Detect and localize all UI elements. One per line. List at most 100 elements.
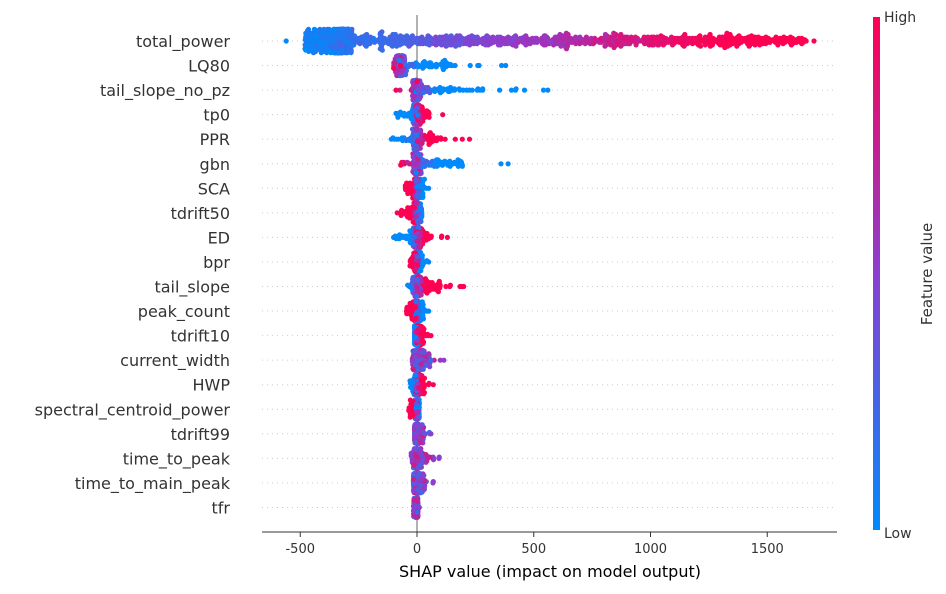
shap-dot (488, 41, 493, 46)
shap-dot (472, 35, 477, 40)
shap-dot (438, 90, 443, 95)
shap-dot (397, 232, 402, 237)
shap-dot (444, 60, 449, 65)
shap-dot (584, 35, 589, 40)
shap-dot (402, 113, 407, 118)
shap-dot (367, 41, 372, 46)
shap-dot (445, 235, 450, 240)
shap-dot (360, 36, 365, 41)
shap-dot (426, 33, 431, 38)
shap-dot (542, 33, 547, 38)
shap-dot (622, 41, 627, 46)
shap-dot (411, 154, 416, 159)
shap-dot (468, 63, 473, 68)
shap-dot (555, 41, 560, 46)
shap-dot (752, 42, 757, 47)
shap-dot (536, 38, 541, 43)
shap-dot (477, 88, 482, 93)
shap-dot (433, 35, 438, 40)
shap-dot (326, 36, 331, 41)
shap-dot (773, 35, 778, 40)
shap-dot (414, 201, 419, 206)
shap-dot (612, 45, 617, 50)
shap-dot (331, 45, 336, 50)
shap-dot (419, 35, 424, 40)
shap-dot (331, 31, 336, 36)
shap-dot (440, 35, 445, 40)
shap-dot (410, 62, 415, 67)
shap-dot (413, 109, 418, 114)
shap-dot (379, 29, 384, 34)
shap-dot (561, 41, 566, 46)
dots (284, 26, 817, 520)
shap-dot (318, 45, 323, 50)
shap-dot (426, 259, 431, 264)
shap-dot (690, 36, 695, 41)
shap-dot (394, 44, 399, 49)
shap-dot (424, 41, 429, 46)
shap-dot (545, 88, 550, 93)
shap-dot (438, 135, 443, 140)
shap-dot (760, 41, 765, 46)
shap-dot (393, 32, 398, 37)
shap-dot (477, 63, 482, 68)
shap-dot (734, 44, 739, 49)
shap-dot (439, 234, 444, 239)
shap-dot (413, 162, 418, 167)
shap-dot (483, 42, 488, 47)
shap-dot (555, 35, 560, 40)
shap-dot (342, 34, 347, 39)
shap-dot (625, 35, 630, 40)
shap-dot (303, 48, 308, 53)
shap-dot (349, 43, 354, 48)
shap-dot (460, 137, 465, 142)
shap-dot (577, 41, 582, 46)
shap-dot (669, 35, 674, 40)
shap-dot (633, 35, 638, 40)
shap-dot (416, 152, 421, 157)
shap-dot (422, 115, 427, 120)
shap-dot (801, 40, 806, 45)
shap-dot (424, 108, 429, 113)
shap-dot (767, 40, 772, 45)
shap-dot (394, 71, 399, 76)
shap-dot (313, 30, 318, 35)
shap-dot (404, 236, 409, 241)
shap-dot (312, 39, 317, 44)
shap-dot (420, 157, 425, 162)
shap-dot (618, 32, 623, 37)
shap-dot (419, 214, 424, 219)
shap-dot (577, 35, 582, 40)
shap-dot (682, 32, 687, 37)
shap-dot (418, 41, 423, 46)
shap-dot (410, 256, 415, 261)
shap-dot (453, 44, 458, 49)
shap-dot (585, 40, 590, 45)
shap-dot (703, 42, 708, 47)
shap-dot (661, 42, 666, 47)
shap-dot (729, 35, 734, 40)
shap-dot (415, 139, 420, 144)
shap-dot (398, 64, 403, 69)
shap-dot (781, 41, 786, 46)
shap-dot (498, 42, 503, 47)
shap-dot (707, 35, 712, 40)
shap-dot (510, 42, 515, 47)
shap-dot (393, 111, 398, 116)
shap-dot (429, 139, 434, 144)
shap-dot (391, 60, 396, 65)
shap-dot (399, 208, 404, 213)
shap-dot (414, 122, 419, 127)
shap-dot (697, 33, 702, 38)
shap-dot (602, 44, 607, 49)
shap-dot (503, 63, 508, 68)
shap-dot (398, 163, 403, 168)
shap-dot (407, 215, 412, 220)
shap-dot (736, 33, 741, 38)
shap-dot (391, 66, 396, 71)
shap-dot (724, 31, 729, 36)
shap-dot (412, 94, 417, 99)
shap-dot (720, 42, 725, 47)
shap-dot (461, 88, 466, 93)
